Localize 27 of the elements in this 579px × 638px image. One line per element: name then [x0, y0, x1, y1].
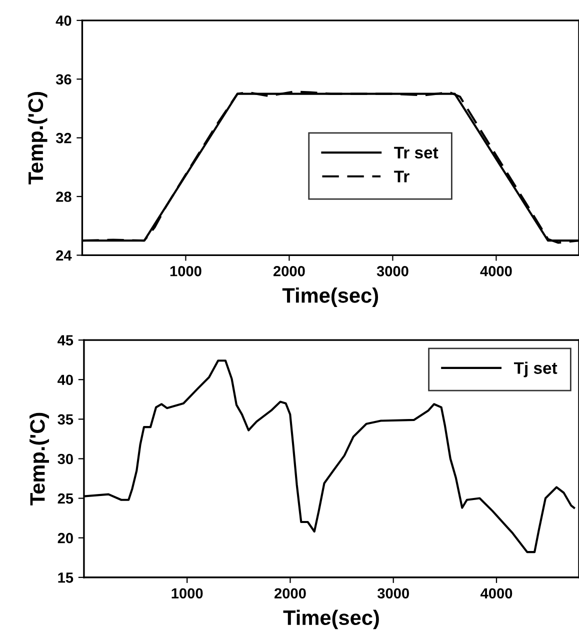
y-tick-label: 15	[58, 572, 74, 583]
y-tick-label: 25	[58, 493, 74, 504]
y-axis-title: Temp.('C)	[30, 412, 49, 506]
y-tick-label: 40	[58, 374, 73, 386]
x-tick-label: 3000	[377, 588, 409, 599]
y-axis-title: Temp.('C)	[28, 92, 48, 184]
x-axis-title: Time(sec)	[283, 610, 379, 630]
y-tick-label: 28	[56, 192, 72, 202]
y-tick-label: 32	[56, 132, 72, 144]
legend-label: Tr	[394, 170, 410, 182]
legend-label: Tr set	[394, 146, 438, 159]
x-axis-title: Time(sec)	[282, 288, 378, 307]
x-tick-label: 4000	[480, 588, 512, 599]
legend-label: Tj set	[514, 362, 558, 378]
y-tick-label: 40	[56, 16, 72, 26]
x-tick-label: 2000	[273, 266, 305, 276]
y-tick-label: 20	[58, 532, 73, 544]
x-tick-label: 2000	[274, 588, 306, 599]
y-tick-label: 36	[56, 74, 72, 85]
y-tick-label: 45	[58, 335, 74, 346]
y-tick-label: 35	[58, 414, 74, 425]
y-tick-label: 24	[56, 250, 72, 260]
x-tick-label: 4000	[480, 266, 512, 276]
x-tick-label: 1000	[170, 266, 202, 276]
y-tick-label: 30	[58, 454, 73, 464]
x-tick-label: 3000	[376, 266, 408, 276]
x-tick-label: 1000	[172, 588, 203, 599]
